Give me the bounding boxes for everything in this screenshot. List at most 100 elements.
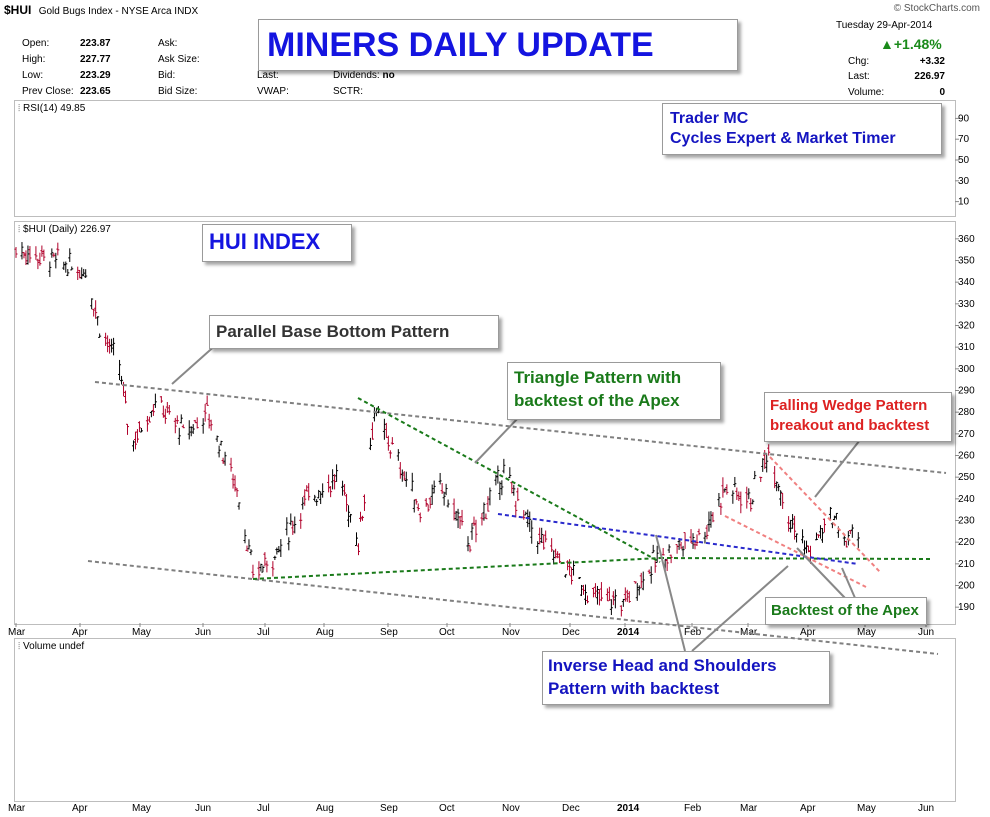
stat-label: Ask Size: [158, 54, 200, 65]
price-tick-label: 340 [958, 277, 975, 288]
stat-value: no [382, 70, 395, 81]
volume-x-label: Aug [316, 803, 334, 814]
price-title: ⦙ $HUI (Daily) 226.97 [18, 224, 111, 235]
price-x-label: Jun [195, 627, 211, 638]
price-x-label: Sep [380, 627, 398, 638]
stat-label: Open: [22, 38, 50, 49]
ihs-line2: Pattern with backtest [548, 679, 719, 698]
price-tick-label: 230 [958, 516, 975, 527]
parallel-base-upper-line [94, 381, 947, 474]
trader-line2: Cycles Expert & Market Timer [670, 130, 896, 147]
stat-label: Bid: [158, 70, 176, 81]
price-tick-label: 190 [958, 602, 975, 613]
price-tick-label: 300 [958, 364, 975, 375]
wedge-line1: Falling Wedge Pattern [770, 397, 928, 414]
price-tick-label: 330 [958, 299, 975, 310]
volume-x-label: Jun [195, 803, 211, 814]
apex-pointer-1 [796, 547, 846, 599]
stat-label: Bid Size: [158, 86, 198, 97]
ihs-neckline [497, 513, 859, 565]
stat-label: High: [22, 54, 46, 65]
volume-icon: ⦙ [18, 641, 21, 652]
stat-label: Last: [257, 70, 279, 81]
price-x-label: Feb [684, 627, 702, 638]
price-tick-label: 220 [958, 537, 975, 548]
ihs-line1: Inverse Head and Shoulders [548, 656, 777, 675]
stat-value: 223.87 [80, 38, 111, 49]
volume-x-label: Feb [684, 803, 702, 814]
last-label: Last: [848, 71, 870, 82]
volume-x-label: Sep [380, 803, 398, 814]
price-tick-label: 260 [958, 451, 975, 462]
rsi-title: ⦙ RSI(14) 49.85 [18, 103, 85, 114]
volume-x-label: Jun [918, 803, 934, 814]
volume-title: ⦙ Volume undef [18, 641, 84, 652]
stat-value: 227.77 [80, 54, 111, 65]
volume-x-label: Nov [502, 803, 520, 814]
volume-x-label: Apr [72, 803, 88, 814]
price-x-label: Mar [740, 627, 758, 638]
chg-label: Chg: [848, 56, 870, 67]
price-tick-label: 250 [958, 472, 975, 483]
ohlc-icon: ⦙ [18, 224, 21, 235]
rsi-tick-label: 30 [958, 176, 970, 187]
volume-x-label: 2014 [617, 803, 640, 814]
volume-x-label: Oct [439, 803, 455, 814]
price-x-label: Aug [316, 627, 334, 638]
wedge-lower-line [724, 515, 867, 588]
triangle-line1: Triangle Pattern with [514, 368, 682, 387]
stat-label: Low: [22, 70, 44, 81]
price-tick-label: 360 [958, 234, 975, 245]
price-x-label: Oct [439, 627, 455, 638]
volume-value: 0 [939, 87, 945, 98]
rsi-tick-label: 90 [958, 113, 970, 124]
price-x-label: Jun [918, 627, 934, 638]
triangle-box: Triangle Pattern with backtest of the Ap… [507, 362, 721, 420]
price-title-text: $HUI (Daily) 226.97 [23, 224, 111, 235]
wedge-line2: breakout and backtest [770, 417, 930, 434]
watermark[interactable]: © StockCharts.com [893, 3, 980, 14]
price-x-label: Jul [257, 627, 270, 638]
parallel-base-text: Parallel Base Bottom Pattern [216, 322, 450, 341]
stat-label: VWAP: [257, 86, 289, 97]
volume-x-label: Jul [257, 803, 270, 814]
rsi-tick-label: 50 [958, 155, 970, 166]
parallel-base-lower-line [87, 560, 939, 655]
symbol-title: $HUI Gold Bugs Index - NYSE Arca INDX [4, 3, 198, 17]
wedge-box: Falling Wedge Pattern breakout and backt… [764, 392, 952, 442]
ihs-pointer-2 [691, 565, 789, 652]
price-x-label: Apr [800, 627, 816, 638]
ihs-box: Inverse Head and Shoulders Pattern with … [542, 651, 830, 705]
apex-pointer-2 [841, 567, 856, 599]
rsi-tick-label: 70 [958, 134, 970, 145]
price-x-label: Mar [8, 627, 26, 638]
ihs-pointer-1 [655, 534, 686, 652]
rsi-tick-label: 10 [958, 197, 970, 208]
symbol: $HUI [4, 3, 32, 17]
trader-box: Trader MC Cycles Expert & Market Timer [662, 103, 942, 155]
ohlc-bars [14, 242, 860, 617]
rsi-icon: ⦙ [18, 103, 21, 114]
backtest-apex-text: Backtest of the Apex [771, 602, 919, 619]
volume-x-label: Mar [740, 803, 758, 814]
triangle-upper-line [357, 397, 661, 563]
parallel-base-box: Parallel Base Bottom Pattern [209, 315, 499, 349]
wedge-pointer [814, 439, 861, 498]
price-tick-label: 210 [958, 559, 975, 570]
price-tick-label: 290 [958, 386, 975, 397]
symbol-description: Gold Bugs Index - NYSE Arca INDX [38, 6, 199, 17]
price-x-label: Dec [562, 627, 580, 638]
price-x-label: Nov [502, 627, 520, 638]
hui-index-text: HUI INDEX [209, 229, 321, 254]
price-tick-label: 320 [958, 321, 975, 332]
price-x-label: May [132, 627, 151, 638]
banner-text: MINERS DAILY UPDATE [267, 26, 654, 64]
rsi-title-text: RSI(14) 49.85 [23, 103, 86, 114]
volume-x-label: Dec [562, 803, 580, 814]
change-percent: ▲+1.48% [880, 36, 942, 52]
volume-x-label: Mar [8, 803, 26, 814]
trader-line1: Trader MC [670, 110, 749, 127]
stat-label: SCTR: [333, 86, 363, 97]
price-tick-label: 240 [958, 494, 975, 505]
stat-label: Prev Close: [22, 86, 74, 97]
